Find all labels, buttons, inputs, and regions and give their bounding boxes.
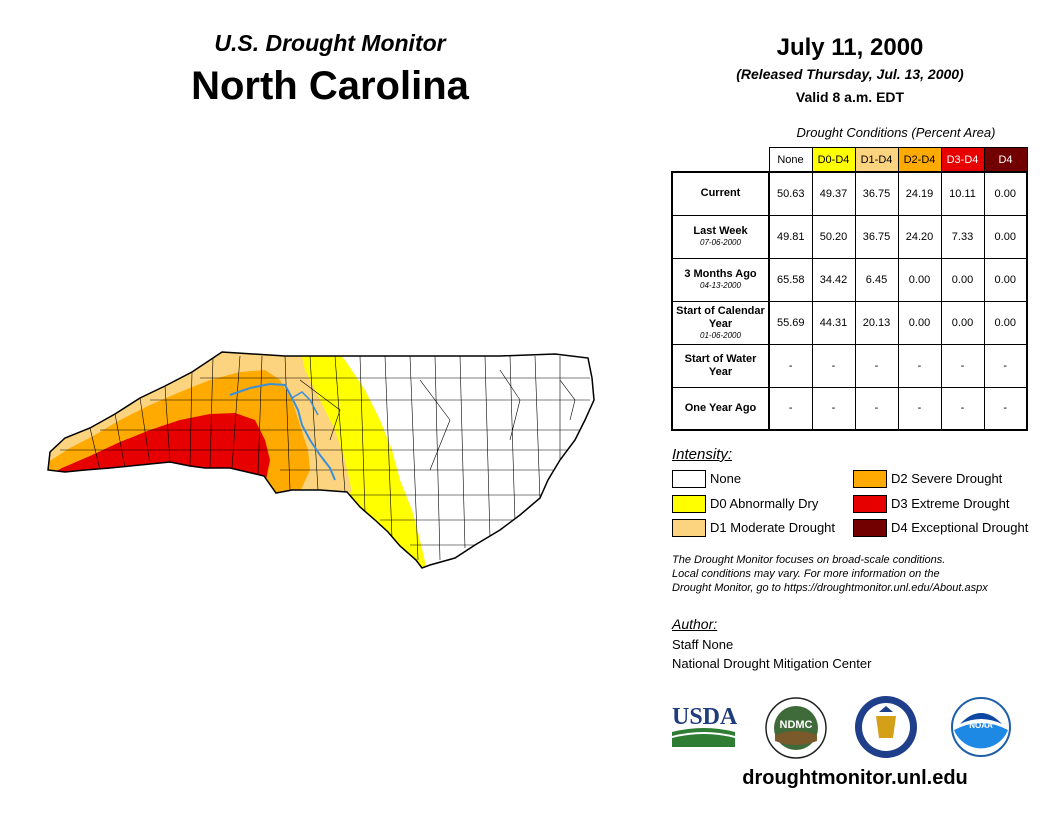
- d2-area: [48, 370, 310, 568]
- drought-conditions-table: None D0-D4 D1-D4 D2-D4 D3-D4 D4 Current …: [671, 147, 1028, 431]
- legend-swatch: [853, 470, 887, 488]
- table-cell: 49.81: [768, 214, 813, 259]
- table-cell: 36.75: [854, 214, 899, 259]
- table-cell: 0.00: [983, 171, 1028, 216]
- legend-label: None: [710, 471, 742, 486]
- website-url[interactable]: droughtmonitor.unl.edu: [742, 767, 968, 789]
- col-header-d3-d4: D3-D4: [940, 147, 985, 173]
- row-label: 3 Months Ago 04-13-2000: [671, 257, 770, 302]
- north-carolina-drought-map: [47, 351, 595, 569]
- table-cell: -: [854, 343, 899, 388]
- table-cell: -: [768, 343, 813, 388]
- disclaimer-note: The Drought Monitor focuses on broad-sca…: [672, 553, 1042, 595]
- table-cell: 20.13: [854, 300, 899, 345]
- row-label: Start of Calendar Year 01-06-2000: [671, 300, 770, 345]
- valid-time: Valid 8 a.m. EDT: [795, 89, 905, 105]
- author-organization: National Drought Mitigation Center: [672, 656, 872, 671]
- table-row: One Year Ago - - - - - -: [671, 386, 1028, 431]
- table-cell: 0.00: [940, 257, 985, 302]
- table-cell: 0.00: [897, 300, 942, 345]
- release-date: (Released Thursday, Jul. 13, 2000): [736, 66, 964, 82]
- legend-swatch: [853, 495, 887, 513]
- legend-title: Intensity:: [672, 446, 733, 463]
- ndmc-logo-text: NDMC: [780, 719, 813, 731]
- table-corner: [672, 148, 769, 173]
- col-header-d1-d4: D1-D4: [854, 147, 899, 173]
- table-cell: 0.00: [897, 257, 942, 302]
- table-cell: 50.20: [811, 214, 856, 259]
- table-cell: 7.33: [940, 214, 985, 259]
- table-cell: 55.69: [768, 300, 813, 345]
- usda-logo-text: USDA: [672, 704, 737, 730]
- table-cell: -: [854, 386, 899, 431]
- table-cell: -: [940, 343, 985, 388]
- legend-label: D1 Moderate Drought: [710, 520, 836, 535]
- row-date: 07-06-2000: [700, 238, 741, 247]
- legend-label: D2 Severe Drought: [891, 471, 1003, 486]
- noaa-logo-text: NOAA: [969, 721, 993, 730]
- table-cell: 34.42: [811, 257, 856, 302]
- table-row: Start of Calendar Year 01-06-2000 55.69 4…: [671, 300, 1028, 345]
- legend-swatch: [853, 519, 887, 537]
- author-heading: Author:: [672, 616, 718, 632]
- row-date: 01-06-2000: [700, 330, 741, 340]
- table-cell: 24.20: [897, 214, 942, 259]
- legend-label: D0 Abnormally Dry: [710, 496, 819, 511]
- legend-label: D3 Extreme Drought: [891, 496, 1010, 511]
- table-cell: 0.00: [983, 214, 1028, 259]
- author-name: Staff None: [672, 637, 734, 652]
- table-cell: -: [811, 386, 856, 431]
- col-header-d0-d4: D0-D4: [811, 147, 856, 173]
- note-line: The Drought Monitor focuses on broad-sca…: [672, 554, 946, 566]
- table-cell: 44.31: [811, 300, 856, 345]
- table-row: Current 50.63 49.37 36.75 24.19 10.11 0.…: [671, 171, 1028, 216]
- table-caption: Drought Conditions (Percent Area): [796, 125, 996, 140]
- table-cell: -: [897, 343, 942, 388]
- map-date: July 11, 2000: [776, 34, 924, 61]
- table-cell: -: [983, 386, 1028, 431]
- ndmc-logo: NDMC: [765, 697, 827, 759]
- table-cell: -: [940, 386, 985, 431]
- table-cell: 10.11: [940, 171, 985, 216]
- row-label: Start of Water Year: [671, 343, 770, 388]
- table-cell: 36.75: [854, 171, 899, 216]
- legend-swatch: [672, 519, 706, 537]
- table-row: 3 Months Ago 04-13-2000 65.58 34.42 6.45 …: [671, 257, 1028, 302]
- table-cell: 0.00: [983, 300, 1028, 345]
- river-line: [229, 382, 336, 481]
- table-cell: 65.58: [768, 257, 813, 302]
- row-label: Last Week 07-06-2000: [671, 214, 770, 259]
- state-title: North Carolina: [191, 64, 469, 108]
- table-cell: 50.63: [768, 171, 813, 216]
- table-cell: -: [811, 343, 856, 388]
- table-row: Start of Water Year - - - - - -: [671, 343, 1028, 388]
- table-cell: 49.37: [811, 171, 856, 216]
- row-label: One Year Ago: [671, 386, 770, 431]
- commerce-logo: [855, 696, 917, 758]
- row-date: 04-13-2000: [700, 281, 741, 290]
- map-subtitle: U.S. Drought Monitor: [214, 30, 446, 56]
- county-borders: [60, 355, 590, 561]
- table-cell: -: [768, 386, 813, 431]
- row-label: Current: [671, 171, 770, 216]
- legend-swatch: [672, 470, 706, 488]
- usda-logo: USDA: [672, 704, 737, 747]
- table-cell: 0.00: [940, 300, 985, 345]
- note-line: Drought Monitor, go to https://droughtmo…: [672, 582, 988, 594]
- table-cell: -: [897, 386, 942, 431]
- legend-label: D4 Exceptional Drought: [891, 520, 1029, 535]
- table-row: Last Week 07-06-2000 49.81 50.20 36.75 24…: [671, 214, 1028, 259]
- table-cell: 6.45: [854, 257, 899, 302]
- river-branch: [291, 391, 319, 416]
- table-cell: 24.19: [897, 171, 942, 216]
- table-cell: 0.00: [983, 257, 1028, 302]
- legend-swatch: [672, 495, 706, 513]
- col-header-d2-d4: D2-D4: [897, 147, 942, 173]
- table-cell: -: [983, 343, 1028, 388]
- note-line: Local conditions may vary. For more info…: [672, 568, 940, 580]
- col-header-d4: D4: [983, 147, 1028, 173]
- noaa-logo: NOAA: [951, 697, 1011, 757]
- col-header-none: None: [768, 147, 813, 173]
